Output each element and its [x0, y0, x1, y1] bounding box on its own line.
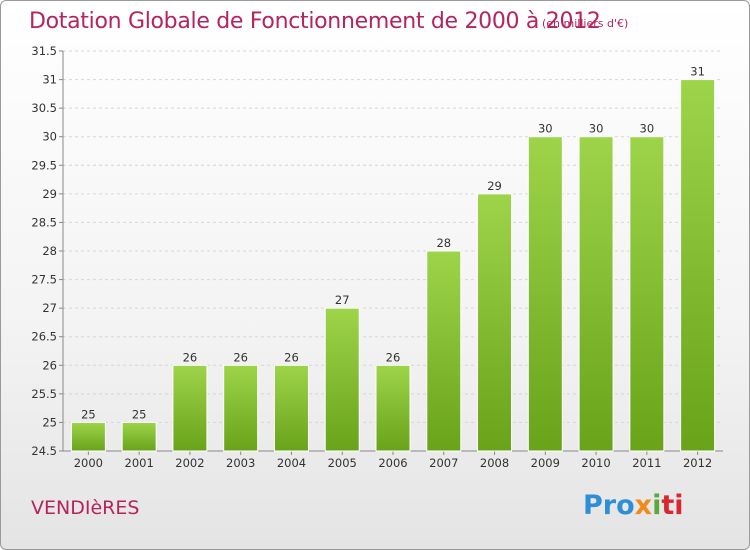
chart-title: Dotation Globale de Fonctionnement de 20…	[29, 9, 601, 34]
y-tick-label: 26.5	[31, 330, 57, 344]
bar-2012	[680, 79, 716, 452]
y-tick-label: 27	[42, 301, 57, 315]
bar-2003	[223, 364, 259, 452]
y-tick-label: 24.5	[31, 444, 57, 458]
y-tick-label: 28.5	[31, 215, 57, 229]
x-tick-label-2000: 2000	[74, 456, 103, 470]
value-label-2005: 27	[335, 293, 350, 307]
value-label-2011: 30	[640, 122, 655, 136]
value-label-2003: 26	[233, 350, 248, 364]
value-labels: 25 25 26 26 26 27 26 28 29 30 30 30 31	[81, 65, 705, 422]
y-tick-label: 31.5	[31, 44, 57, 58]
value-label-2001: 25	[132, 407, 147, 421]
commune-name: VENDIèRES	[31, 497, 140, 519]
bar-2001	[121, 421, 157, 452]
bar-2010	[578, 136, 614, 452]
x-tick-label-2001: 2001	[125, 456, 154, 470]
value-label-2007: 28	[436, 236, 451, 250]
bar-2005	[324, 307, 360, 452]
bar-2008	[477, 193, 513, 452]
chart-subtitle: (en milliers d'€)	[542, 17, 629, 30]
value-label-2012: 31	[690, 65, 705, 79]
bar-2004	[273, 364, 309, 452]
y-tick-label: 29	[42, 187, 57, 201]
bar-2009	[527, 136, 563, 452]
value-label-2010: 30	[589, 122, 604, 136]
x-tick-label-2007: 2007	[429, 456, 458, 470]
proxiti-logo: Proxiti	[583, 490, 684, 521]
y-tick-label: 25.5	[31, 387, 57, 401]
x-tick-label-2003: 2003	[226, 456, 255, 470]
bar-2006	[375, 364, 411, 452]
y-tick-label: 29.5	[31, 158, 57, 172]
bar-2000	[70, 421, 106, 452]
value-label-2008: 29	[487, 179, 502, 193]
value-label-2009: 30	[538, 122, 553, 136]
x-tick-label-2005: 2005	[328, 456, 357, 470]
x-tick-label-2009: 2009	[531, 456, 560, 470]
x-tick-label-2004: 2004	[277, 456, 306, 470]
x-tick-label-2008: 2008	[480, 456, 509, 470]
bar-2002	[172, 364, 208, 452]
y-tick-label: 27.5	[31, 273, 57, 287]
y-tick-label: 28	[42, 244, 57, 258]
y-tick-label: 31	[42, 73, 57, 87]
x-tick-label-2002: 2002	[175, 456, 204, 470]
y-tick-label: 25	[42, 415, 57, 429]
y-tick-label: 30	[42, 130, 57, 144]
x-tick-label-2012: 2012	[683, 456, 712, 470]
bars	[70, 79, 716, 452]
x-tick-labels: 2000 2001 2002 2003 2004 2005 2006 2007 2008 2009…	[74, 456, 713, 470]
bar-2007	[426, 250, 462, 452]
value-label-2004: 26	[284, 350, 299, 364]
y-tick-label: 30.5	[31, 101, 57, 115]
value-label-2000: 25	[81, 407, 96, 421]
bar-2011	[629, 136, 665, 452]
x-tick-label-2010: 2010	[581, 456, 610, 470]
value-label-2006: 26	[386, 350, 401, 364]
y-tick-label: 26	[42, 358, 57, 372]
value-label-2002: 26	[183, 350, 198, 364]
y-tick-labels: 24.5 25 25.5 26 26.5 27 27.5 28 28.5 29 29.5 30 30.5…	[31, 44, 57, 458]
x-tick-label-2011: 2011	[632, 456, 661, 470]
x-tick-label-2006: 2006	[378, 456, 407, 470]
